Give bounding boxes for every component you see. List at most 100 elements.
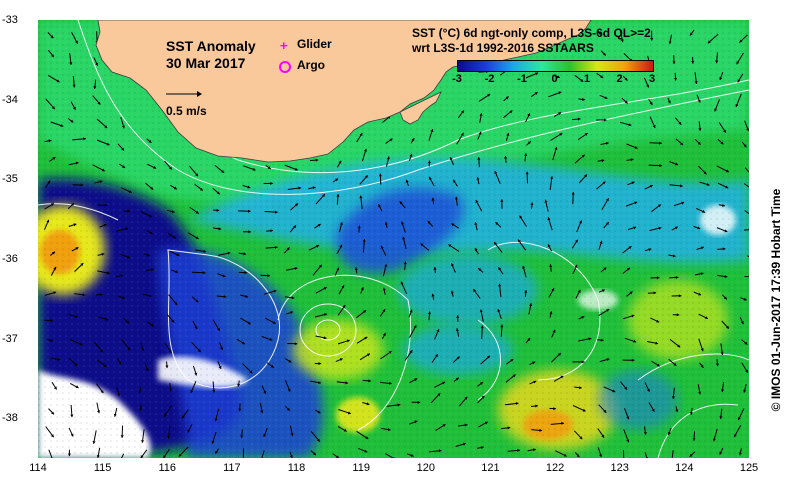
current-vector-head (295, 203, 298, 207)
current-vector-head (712, 438, 716, 442)
current-vector-head (667, 100, 671, 104)
current-vector-head (218, 227, 222, 231)
current-vector-head (549, 311, 553, 314)
current-vector-head (575, 239, 578, 243)
current-vector-head (80, 183, 84, 187)
current-vector-head (588, 337, 592, 341)
current-vector-head (402, 236, 406, 240)
current-vector-head (260, 410, 264, 414)
current-vector-head (50, 319, 54, 323)
current-vector-head (474, 248, 478, 251)
current-vector-head (719, 451, 723, 455)
land-gulf-edge (399, 91, 442, 125)
current-vector-head (222, 274, 226, 278)
current-vector-head (364, 336, 368, 340)
current-vector-head (52, 251, 55, 255)
current-vector-head (117, 393, 121, 396)
current-vector-head (339, 244, 343, 248)
longitude-tick-124: 124 (675, 462, 694, 474)
current-vector-head (74, 363, 78, 367)
current-vector-head (524, 153, 528, 157)
current-vector-head (697, 99, 701, 103)
current-vector-head (146, 253, 150, 257)
current-vector-head (428, 311, 431, 315)
current-vector-head (145, 368, 149, 372)
current-vector-head (633, 226, 637, 230)
current-vector-head (553, 407, 556, 411)
current-vector-head (249, 370, 253, 374)
current-vector-head (674, 226, 678, 230)
map-title: SST Anomaly (166, 38, 256, 54)
current-vector-head (148, 139, 152, 143)
current-vector-head (599, 240, 603, 244)
current-vector-head (171, 319, 175, 323)
current-vector-head (50, 35, 54, 39)
current-vector-head (738, 452, 742, 456)
current-vector-head (630, 158, 634, 162)
current-vector-head (290, 433, 294, 436)
colorbar-tick-4: 1 (583, 73, 591, 85)
current-vector-head (346, 339, 350, 343)
current-vector-head (652, 125, 656, 128)
current-vector-head (195, 173, 198, 177)
current-vector-head (724, 229, 728, 233)
current-vector-head (673, 362, 677, 366)
current-vector-head (552, 329, 556, 333)
current-vector-head (722, 247, 726, 251)
current-vector-head (631, 358, 635, 362)
current-vectors (44, 29, 749, 458)
current-vector-head (240, 435, 244, 439)
current-vector-head (53, 266, 57, 270)
current-vector-head (435, 354, 438, 358)
current-vector-head (273, 289, 277, 293)
current-vector-head (451, 263, 454, 267)
current-vector-head (671, 396, 675, 399)
longitude-tick-120: 120 (416, 462, 435, 474)
current-vector-head (387, 428, 391, 432)
current-vector-head (509, 110, 513, 114)
current-vector-head (168, 349, 172, 353)
current-vector-head (97, 410, 101, 414)
current-vector-head (270, 181, 273, 185)
current-vector-head (475, 200, 479, 203)
current-vector-head (743, 144, 747, 148)
current-vector-head (704, 316, 708, 319)
current-vector-head (522, 265, 526, 269)
current-vector-head (216, 191, 220, 195)
current-vector-head (436, 329, 440, 333)
current-vector-head (164, 413, 167, 417)
current-vector-head (649, 185, 653, 188)
current-vector-head (738, 417, 741, 421)
current-vector-head (70, 119, 74, 123)
current-vector-head (363, 310, 367, 314)
current-vector-head (478, 268, 482, 271)
glider-marker-icon: + (280, 38, 288, 53)
map-date: 30 Mar 2017 (166, 55, 246, 71)
current-vector-head (263, 433, 267, 437)
current-vector-head (658, 204, 661, 208)
current-vector-head (582, 97, 585, 101)
current-vector-head (200, 187, 203, 191)
product-description-line1: SST (°C) 6d ngt-only comp, L3S-6d QL>=2 (412, 26, 651, 40)
current-vector-head (360, 287, 364, 291)
current-vector-head (223, 295, 227, 299)
current-vector-head (286, 247, 290, 251)
current-vector-head (602, 52, 606, 56)
longitude-tick-121: 121 (481, 462, 500, 474)
current-vector-head (97, 101, 101, 105)
current-vector-head (315, 158, 319, 162)
current-vector-head (455, 328, 459, 332)
current-vector-head (182, 415, 185, 419)
current-vector-head (211, 440, 215, 444)
current-vector-head (221, 170, 225, 173)
current-vector-head (176, 253, 180, 256)
current-vector-head (668, 41, 672, 44)
current-vector-head (52, 106, 55, 110)
current-vector-head (294, 267, 298, 270)
current-vector-head (57, 357, 61, 361)
current-vector-head (338, 160, 342, 164)
current-vector-head (100, 390, 104, 394)
current-vector-arrow (744, 210, 749, 215)
current-vector-head (672, 61, 676, 64)
current-vector-arrow (48, 449, 53, 458)
